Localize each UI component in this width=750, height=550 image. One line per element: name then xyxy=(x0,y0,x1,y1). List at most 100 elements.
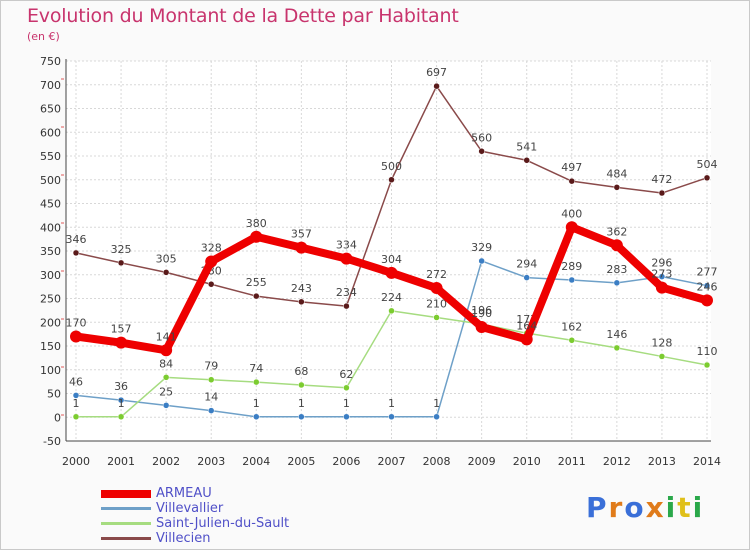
y-tick-label: -50 xyxy=(43,435,61,448)
data-point xyxy=(298,298,305,306)
x-tick-label: 2013 xyxy=(648,455,676,468)
data-label: 234 xyxy=(336,286,357,299)
legend-item-saint-julien-du-sault: Saint-Julien-du-Sault xyxy=(101,516,289,531)
data-point xyxy=(523,157,530,164)
y-tick-label: 200 xyxy=(40,316,61,329)
data-label: 305 xyxy=(156,252,177,265)
data-label: 162 xyxy=(561,320,582,333)
data-label: 1 xyxy=(433,397,440,410)
y-tick-label: 400 xyxy=(40,221,61,234)
data-label: 357 xyxy=(291,228,312,241)
data-label: 25 xyxy=(159,385,173,398)
data-label: 1 xyxy=(343,397,350,410)
data-label: 560 xyxy=(471,131,492,144)
data-label: 504 xyxy=(697,158,718,171)
legend-item-villevallier: Villevallier xyxy=(101,501,223,516)
data-label: 334 xyxy=(336,239,357,252)
data-point xyxy=(610,239,623,252)
data-point xyxy=(565,221,578,234)
data-label: 380 xyxy=(246,217,267,230)
x-tick-label: 2008 xyxy=(423,455,451,468)
data-label: 472 xyxy=(651,173,672,186)
data-label: 243 xyxy=(291,282,312,295)
y-tick-label: 100 xyxy=(40,364,61,377)
data-point xyxy=(117,413,125,421)
data-point xyxy=(72,413,80,421)
data-point xyxy=(253,378,260,386)
y-tick-label: 700 xyxy=(40,79,61,92)
legend-item-armeau: ARMEAU xyxy=(101,486,212,501)
data-point xyxy=(162,269,170,276)
x-tick-label: 2001 xyxy=(107,455,135,468)
data-point xyxy=(613,279,621,287)
data-point xyxy=(385,266,398,279)
x-tick-label: 2010 xyxy=(513,455,541,468)
data-point xyxy=(655,281,668,294)
data-point xyxy=(72,249,80,257)
data-label: 283 xyxy=(606,263,627,276)
legend-label: Villecien xyxy=(156,531,211,546)
data-point xyxy=(298,381,305,389)
data-point xyxy=(250,230,263,243)
data-point xyxy=(253,292,260,300)
y-tick-label: 350 xyxy=(40,245,61,258)
chart-title: Evolution du Montant de la Dette par Hab… xyxy=(27,5,459,27)
data-label: 541 xyxy=(516,140,537,153)
legend-item-villecien: Villecien xyxy=(101,531,210,546)
data-point xyxy=(117,396,125,404)
y-tick-label: 600 xyxy=(40,126,61,139)
data-point xyxy=(207,281,215,288)
x-tick-label: 2003 xyxy=(197,455,225,468)
data-point xyxy=(160,344,173,357)
data-label: 79 xyxy=(204,360,218,373)
data-point xyxy=(72,392,80,399)
data-label: 1 xyxy=(73,397,80,410)
data-point xyxy=(703,174,711,182)
data-label: 289 xyxy=(561,260,582,273)
x-tick-label: 2009 xyxy=(468,455,496,468)
data-label: 1 xyxy=(388,397,395,410)
data-point xyxy=(207,376,215,383)
data-label: 328 xyxy=(201,241,222,254)
data-point xyxy=(340,252,353,265)
data-label: 329 xyxy=(471,241,492,254)
y-tick-label: 50 xyxy=(47,388,61,401)
legend-swatch-villecien xyxy=(101,537,151,540)
data-label: 1 xyxy=(298,397,305,410)
proxiti-logo: Proxiti xyxy=(586,491,705,524)
data-label: 190 xyxy=(471,307,492,320)
x-tick-label: 2005 xyxy=(287,455,315,468)
legend-label: Saint-Julien-du-Sault xyxy=(156,516,290,531)
data-label: 141 xyxy=(156,330,177,343)
legend-swatch-villevallier xyxy=(101,507,151,510)
data-point xyxy=(343,413,350,421)
data-label: 255 xyxy=(246,276,267,289)
x-tick-label: 2007 xyxy=(378,455,406,468)
data-label: 273 xyxy=(651,268,672,281)
data-point xyxy=(703,361,711,369)
data-label: 325 xyxy=(111,243,132,256)
data-point xyxy=(523,274,530,281)
x-tick-label: 2002 xyxy=(152,455,180,468)
data-label: 68 xyxy=(294,365,308,378)
data-label: 277 xyxy=(697,266,718,279)
legend-swatch-armeau xyxy=(101,489,151,498)
data-label: 46 xyxy=(69,375,83,388)
data-label: 170 xyxy=(66,317,87,330)
data-point xyxy=(115,336,128,349)
data-point xyxy=(568,177,576,185)
data-point xyxy=(613,344,621,352)
data-point xyxy=(658,273,666,280)
data-point xyxy=(520,333,533,346)
data-point xyxy=(430,282,443,295)
data-point xyxy=(568,276,576,284)
data-label: 36 xyxy=(114,380,128,393)
y-tick-label: 550 xyxy=(40,150,61,163)
y-tick-label: 250 xyxy=(40,293,61,306)
y-tick-label: 750 xyxy=(40,55,61,68)
data-label: 196 xyxy=(471,304,492,317)
data-label: 1 xyxy=(118,397,125,410)
x-tick-label: 2006 xyxy=(332,455,360,468)
data-point xyxy=(478,257,485,265)
